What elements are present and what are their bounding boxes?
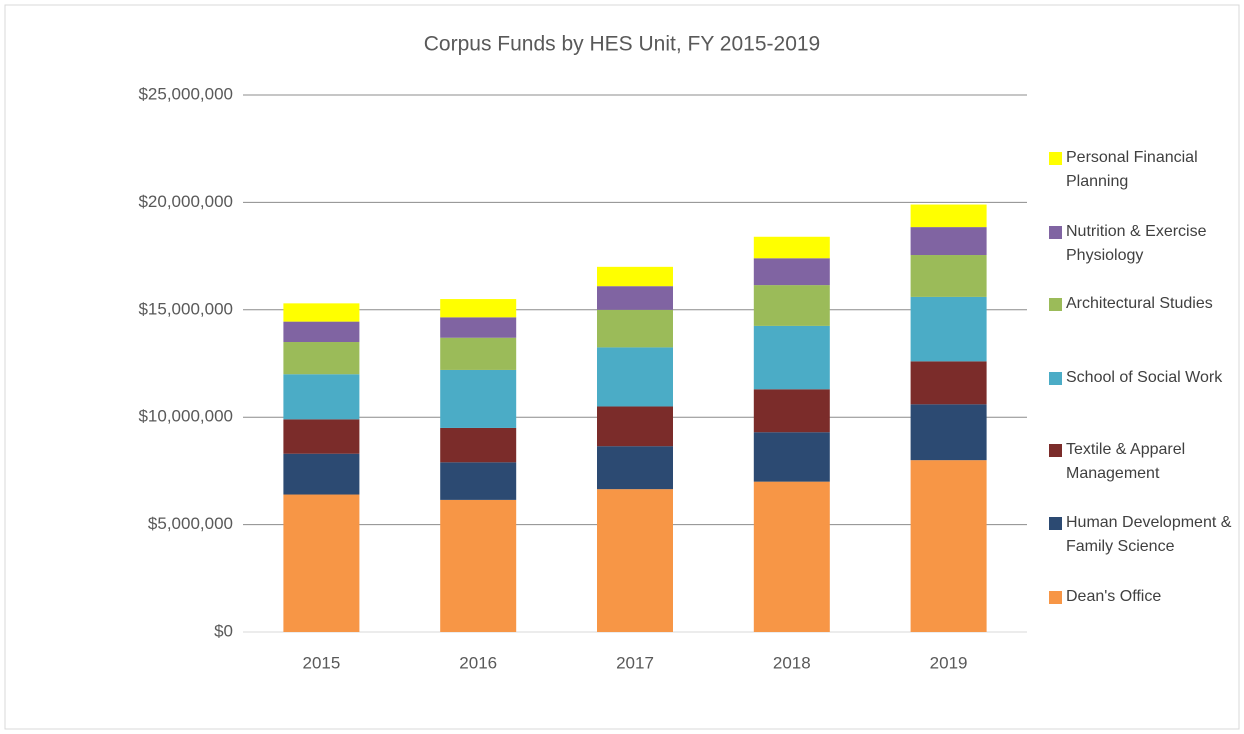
legend-label: Textile & Apparel Management xyxy=(1066,441,1186,482)
bar-segment xyxy=(753,325,830,390)
legend-label: Nutrition & Exercise Physiology xyxy=(1066,223,1207,264)
legend-label: Architectural Studies xyxy=(1066,295,1213,312)
y-tick-label: $20,000,000 xyxy=(138,192,233,211)
legend-swatch xyxy=(1049,517,1062,530)
bar-segment xyxy=(283,342,360,375)
legend-label: Dean's Office xyxy=(1066,588,1162,605)
bar-segment xyxy=(910,255,987,297)
legend-swatch xyxy=(1049,152,1062,165)
legend-label: Personal Financial Planning xyxy=(1066,149,1198,190)
bar-segment xyxy=(910,296,987,362)
x-tick-label: 2016 xyxy=(459,653,497,672)
bar-segment xyxy=(440,462,517,500)
bar-segment xyxy=(283,303,360,322)
bar-segment xyxy=(910,227,987,256)
legend-swatch xyxy=(1049,372,1062,385)
bar-segment xyxy=(753,258,830,286)
legend-label: Human Development & Family Science xyxy=(1066,514,1232,555)
y-tick-label: $5,000,000 xyxy=(148,514,233,533)
bar-segment xyxy=(440,337,517,370)
bar-segment xyxy=(283,453,360,495)
bar-segment xyxy=(597,266,673,287)
bar-segment xyxy=(440,499,517,632)
y-tick-label: $10,000,000 xyxy=(138,407,233,426)
legend-label: School of Social Work xyxy=(1066,369,1223,386)
y-tick-label: $25,000,000 xyxy=(138,84,233,103)
bar-segment xyxy=(753,285,830,326)
bar-segment xyxy=(910,460,987,632)
bar-segment xyxy=(753,236,830,259)
x-tick-label: 2017 xyxy=(616,653,654,672)
bar-segment xyxy=(597,446,673,490)
bar-segment xyxy=(283,419,360,454)
x-tick-label: 2019 xyxy=(930,653,968,672)
bar-segment xyxy=(597,286,673,310)
legend-swatch xyxy=(1049,591,1062,604)
bar-segment xyxy=(283,494,360,632)
x-tick-label: 2015 xyxy=(302,653,340,672)
bar-segment xyxy=(597,309,673,348)
legend-swatch xyxy=(1049,444,1062,457)
bar-segment xyxy=(597,406,673,447)
bar-segment xyxy=(753,481,830,632)
bar-segment xyxy=(440,299,517,318)
bar-segment xyxy=(440,369,517,428)
legend-swatch xyxy=(1049,298,1062,311)
bar-segment xyxy=(753,432,830,482)
bar-segment xyxy=(910,204,987,228)
bar-segment xyxy=(597,489,673,632)
x-tick-label: 2018 xyxy=(773,653,811,672)
legend-swatch xyxy=(1049,226,1062,239)
chart-title: Corpus Funds by HES Unit, FY 2015-2019 xyxy=(424,33,821,56)
y-tick-label: $15,000,000 xyxy=(138,299,233,318)
bar-segment xyxy=(440,317,517,338)
bar-segment xyxy=(910,361,987,405)
bar-segment xyxy=(597,347,673,407)
chart-frame xyxy=(4,4,1240,730)
bar-segment xyxy=(440,427,517,463)
bar-segment xyxy=(283,374,360,420)
bar-segment xyxy=(753,389,830,433)
y-tick-label: $0 xyxy=(214,621,233,640)
bar-segment xyxy=(283,321,360,343)
bar-segment xyxy=(910,404,987,461)
